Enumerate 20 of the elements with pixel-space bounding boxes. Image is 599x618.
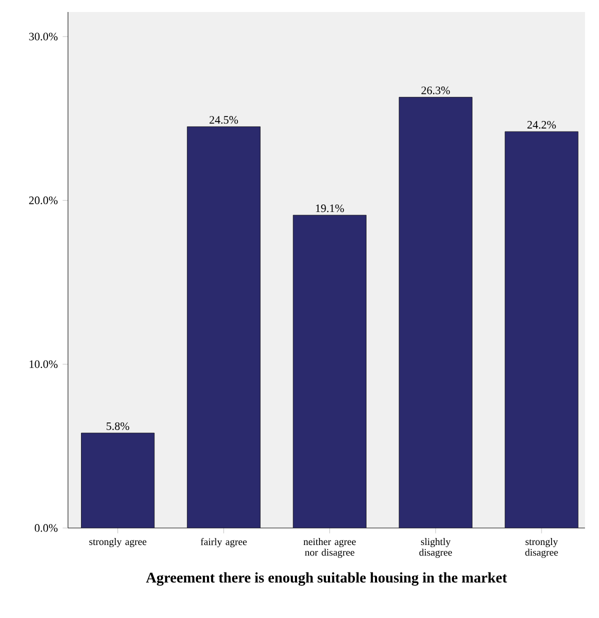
bar [81,432,154,528]
bar [187,126,260,528]
data-label: 24.2% [527,120,556,129]
data-label: 19.1% [316,204,344,212]
x-axis-title: Agreement there is enough suitable housing in the market [146,572,508,586]
data-label: 24.5% [210,116,238,124]
x-tick-label: neither agree nor disagree [304,538,356,558]
x-tick-label: strongly disagree [525,538,558,558]
bar [399,97,472,528]
bar [293,215,366,528]
y-tick-label: 0.0% [34,524,58,532]
x-tick-label: fairly agree [200,538,247,548]
x-tick-label: strongly agree [89,538,146,548]
bar [504,131,578,528]
data-label: 26.3% [421,86,450,94]
x-tick-label: slightly disagree [419,538,452,558]
y-tick-label: 30.0% [29,32,58,40]
y-tick-label: 20.0% [29,196,58,204]
data-label: 5.8% [106,422,130,430]
y-tick-label: 10.0% [30,360,58,368]
